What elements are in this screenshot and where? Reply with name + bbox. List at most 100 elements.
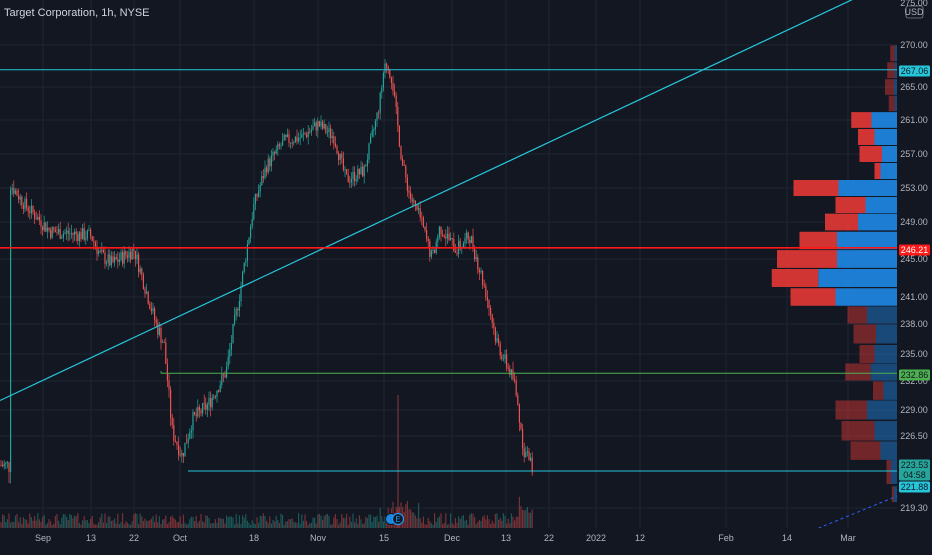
candle-body — [240, 286, 242, 302]
candle-body — [248, 237, 250, 245]
candle-body — [171, 417, 173, 426]
time-tick-label: 2022 — [586, 533, 606, 543]
volume-bar — [450, 513, 452, 528]
volume-bar — [173, 517, 175, 528]
volume-bar — [294, 522, 296, 528]
candle-body — [75, 231, 77, 235]
candle-body — [266, 167, 268, 173]
candle-body — [477, 257, 479, 270]
volume-bar — [82, 520, 84, 528]
volume-bar — [491, 520, 493, 528]
candle-body — [309, 131, 311, 133]
candle-body — [262, 176, 264, 179]
axis-top-price: 275.00 — [900, 0, 928, 8]
volume-bar — [330, 524, 332, 528]
candle-body — [203, 403, 205, 404]
candle-body — [251, 219, 253, 227]
time-axis[interactable]: Sep 13 22 Oct 18 Nov 15 Dec 13 22 2022 12 Feb 14 Mar — [0, 528, 932, 550]
volume-bar — [11, 521, 13, 528]
candle-body — [362, 166, 364, 177]
volume-bar — [530, 512, 532, 528]
vp-sell-bar — [850, 441, 881, 460]
candle-body — [475, 257, 477, 260]
volume-bar — [483, 515, 485, 528]
candle-body — [368, 143, 370, 160]
volume-bar — [205, 515, 207, 528]
candle-body — [414, 200, 416, 206]
volume-bar — [363, 523, 365, 528]
volume-bar — [422, 516, 424, 528]
volume-bar — [22, 517, 24, 528]
volume-bar — [42, 516, 44, 528]
volume-bar — [370, 514, 372, 528]
vp-buy-bar — [874, 129, 897, 145]
price-axis[interactable]: 275.00 USD 270.00 265.00 261.00 257.00 253.0… — [897, 0, 932, 528]
grid — [0, 0, 897, 528]
volume-bar — [512, 516, 514, 528]
candle-body — [150, 308, 152, 312]
price-tag-label: 04:58 — [903, 470, 926, 480]
candle-body — [130, 251, 132, 260]
candle-body — [528, 451, 530, 461]
candle-body — [110, 256, 112, 266]
volume-bar — [85, 520, 87, 528]
volume-bar — [43, 515, 45, 528]
candle-body — [50, 230, 52, 238]
volume-bar — [157, 522, 159, 528]
candle-body — [365, 165, 367, 167]
volume-bar — [506, 523, 508, 528]
volume-bar — [344, 518, 346, 528]
volume-bar — [469, 514, 471, 528]
candle-body — [376, 112, 378, 121]
vp-buy-bar — [837, 231, 897, 250]
volume-bar — [14, 515, 16, 528]
candle-body — [483, 284, 485, 286]
volume-bar — [504, 515, 506, 528]
vp-buy-bar — [818, 269, 897, 287]
price-tick-label: 219.30 — [900, 503, 928, 513]
candle-body — [59, 229, 61, 239]
volume-bar — [61, 517, 63, 528]
volume-bar — [342, 517, 344, 528]
candle-body — [432, 249, 434, 251]
candle-body — [392, 82, 394, 91]
candles — [0, 59, 533, 484]
vp-sell-bar — [874, 163, 881, 179]
drawn-lines[interactable] — [0, 0, 898, 543]
volume-bar — [403, 511, 405, 528]
volume-bar — [461, 516, 463, 528]
candle-body — [83, 228, 85, 240]
volume-bar — [48, 519, 50, 528]
candle-body — [133, 249, 135, 251]
volume-bar — [323, 515, 325, 528]
candle-body — [296, 136, 298, 142]
candle-body — [522, 429, 524, 449]
vp-buy-bar — [894, 62, 897, 79]
candle-body — [379, 92, 381, 113]
volume-bar — [338, 524, 340, 528]
candle-body — [344, 169, 346, 171]
candle-body — [45, 222, 47, 232]
volume-bar — [459, 519, 461, 528]
volume-bar — [523, 510, 525, 528]
candle-body — [104, 252, 106, 264]
earnings-event-icon[interactable]: E — [385, 512, 405, 526]
rising-trendline[interactable] — [0, 0, 862, 402]
candle-body — [301, 134, 303, 138]
price-tick-label: 257.00 — [900, 149, 928, 159]
price-axis-background — [897, 0, 932, 528]
candle-body — [144, 288, 146, 294]
candle-body — [125, 251, 127, 256]
candle-body — [320, 121, 322, 127]
vp-sell-bar — [885, 79, 894, 95]
currency-box[interactable] — [905, 5, 924, 19]
volume-bar — [150, 518, 152, 528]
candle-body — [208, 398, 210, 405]
candle-body — [109, 254, 111, 266]
candle-body — [467, 232, 469, 240]
price-tag-label: 232.86 — [901, 370, 929, 380]
volume-bar — [522, 509, 524, 528]
candle-body — [122, 252, 124, 264]
